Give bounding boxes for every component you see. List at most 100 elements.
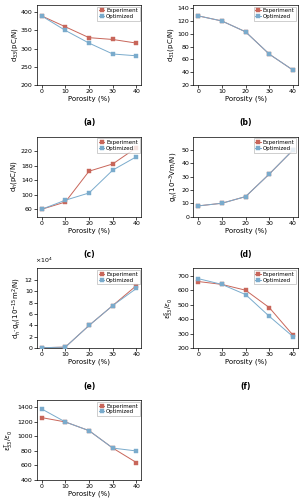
Optimized (196, 276, 200, 281)
Experiment (40, 206, 43, 212)
Legend: Experiment, Optimized: Experiment, Optimized (97, 6, 140, 21)
X-axis label: Porosity (%): Porosity (%) (68, 359, 110, 366)
Experiment (111, 302, 115, 308)
Experiment (87, 428, 91, 434)
Y-axis label: ε$_{33}^{T}$/$ε$$_{0}$: ε$_{33}^{T}$/$ε$$_{0}$ (2, 430, 16, 451)
Optimized (267, 171, 271, 177)
Y-axis label: d$_{h}$(pC/N): d$_{h}$(pC/N) (10, 161, 19, 192)
Optimized (196, 13, 200, 19)
Optimized (40, 344, 43, 350)
Line: Optimized: Optimized (196, 148, 295, 208)
Y-axis label: d$_{33}$(pC/N): d$_{33}$(pC/N) (10, 28, 20, 62)
Text: (c): (c) (83, 250, 95, 259)
Optimized (220, 282, 224, 288)
Experiment (267, 304, 271, 310)
Optimized (267, 314, 271, 320)
Optimized (64, 344, 67, 350)
X-axis label: Porosity (%): Porosity (%) (68, 96, 110, 102)
Experiment (220, 282, 224, 288)
Legend: Experiment, Optimized: Experiment, Optimized (254, 138, 296, 152)
Y-axis label: ε$_{33}^{S}$/$ε$$_{0}$: ε$_{33}^{S}$/$ε$$_{0}$ (163, 298, 176, 319)
Line: Optimized: Optimized (40, 154, 138, 212)
X-axis label: Porosity (%): Porosity (%) (68, 227, 110, 234)
Line: Optimized: Optimized (40, 407, 138, 453)
Line: Experiment: Experiment (196, 148, 295, 208)
Text: (e): (e) (83, 382, 95, 391)
Y-axis label: d$_{h}$·g$_{h}$(10$^{-15}$m$^{2}$/N): d$_{h}$·g$_{h}$(10$^{-15}$m$^{2}$/N) (11, 278, 23, 340)
Experiment (135, 144, 138, 150)
Experiment (40, 344, 43, 350)
X-axis label: Porosity (%): Porosity (%) (68, 490, 110, 497)
Experiment (196, 13, 200, 19)
Optimized (135, 53, 138, 59)
Optimized (291, 147, 295, 153)
Text: (f): (f) (240, 382, 251, 391)
Text: (a): (a) (83, 118, 95, 128)
Experiment (87, 168, 91, 174)
Optimized (87, 40, 91, 46)
X-axis label: Porosity (%): Porosity (%) (225, 359, 266, 366)
Line: Experiment: Experiment (196, 14, 295, 72)
Optimized (64, 28, 67, 34)
Experiment (135, 40, 138, 46)
Line: Experiment: Experiment (40, 14, 138, 45)
Optimized (64, 419, 67, 425)
Optimized (244, 194, 247, 200)
Experiment (291, 67, 295, 73)
Optimized (291, 67, 295, 73)
Text: (d): (d) (239, 250, 252, 259)
Legend: Experiment, Optimized: Experiment, Optimized (97, 138, 140, 152)
Optimized (40, 406, 43, 412)
Optimized (111, 167, 115, 173)
Legend: Experiment, Optimized: Experiment, Optimized (97, 402, 140, 416)
Experiment (111, 445, 115, 451)
Optimized (40, 13, 43, 19)
Experiment (135, 282, 138, 288)
Text: ×10$^4$: ×10$^4$ (35, 256, 52, 266)
Line: Experiment: Experiment (40, 146, 138, 212)
Optimized (111, 445, 115, 451)
Experiment (111, 161, 115, 167)
Optimized (220, 200, 224, 206)
Legend: Experiment, Optimized: Experiment, Optimized (97, 270, 140, 284)
Optimized (220, 18, 224, 24)
Optimized (244, 292, 247, 298)
Line: Experiment: Experiment (40, 284, 138, 350)
Experiment (291, 332, 295, 338)
Legend: Experiment, Optimized: Experiment, Optimized (254, 270, 296, 284)
Experiment (267, 51, 271, 57)
Y-axis label: g$_{h}$(10$^{-3}$Vm/N): g$_{h}$(10$^{-3}$Vm/N) (168, 152, 180, 202)
Line: Experiment: Experiment (196, 280, 295, 338)
Text: (b): (b) (239, 118, 252, 128)
X-axis label: Porosity (%): Porosity (%) (225, 96, 266, 102)
Experiment (40, 414, 43, 420)
Optimized (196, 203, 200, 209)
Optimized (135, 154, 138, 160)
Experiment (87, 34, 91, 40)
Experiment (64, 344, 67, 350)
X-axis label: Porosity (%): Porosity (%) (225, 227, 266, 234)
Optimized (244, 29, 247, 35)
Line: Optimized: Optimized (40, 286, 138, 350)
Optimized (267, 51, 271, 57)
Optimized (87, 322, 91, 328)
Y-axis label: d$_{31}$(pC/N): d$_{31}$(pC/N) (166, 28, 176, 62)
Optimized (87, 428, 91, 434)
Experiment (244, 287, 247, 293)
Line: Optimized: Optimized (196, 276, 295, 338)
Experiment (196, 203, 200, 209)
Optimized (111, 51, 115, 57)
Legend: Experiment, Optimized: Experiment, Optimized (254, 6, 296, 21)
Experiment (220, 200, 224, 206)
Experiment (291, 147, 295, 153)
Experiment (64, 24, 67, 30)
Optimized (111, 302, 115, 308)
Experiment (244, 194, 247, 200)
Experiment (40, 13, 43, 19)
Experiment (267, 171, 271, 177)
Experiment (87, 322, 91, 328)
Experiment (64, 419, 67, 425)
Experiment (135, 460, 138, 466)
Experiment (220, 18, 224, 24)
Optimized (64, 197, 67, 203)
